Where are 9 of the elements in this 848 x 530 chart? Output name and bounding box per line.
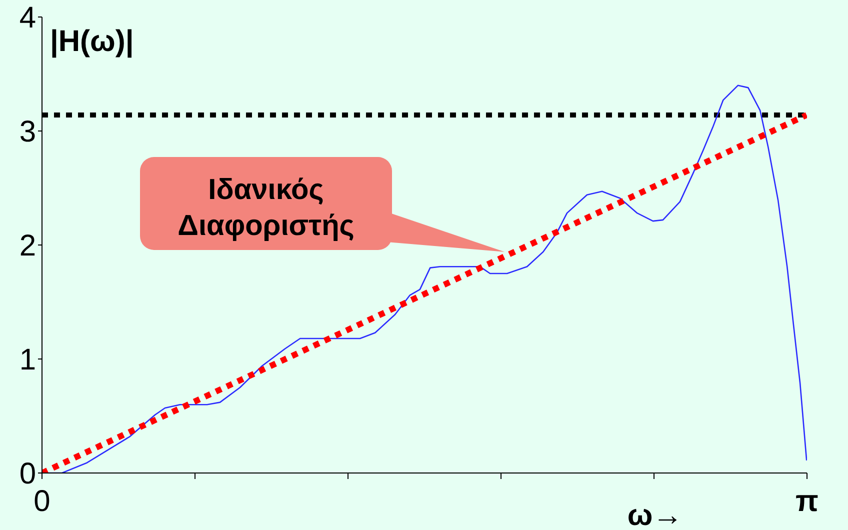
annotation: Ιδανικός Διαφοριστής bbox=[178, 174, 354, 242]
x-tick-label: π bbox=[796, 485, 819, 518]
y-tick-label: 2 bbox=[19, 230, 36, 263]
y-tick-label: 0 bbox=[19, 458, 36, 491]
y-axis-title: |H(ω)| bbox=[50, 25, 134, 58]
y-tick-label: 1 bbox=[19, 344, 36, 377]
y-tick-label: 3 bbox=[19, 116, 36, 149]
x-axis-title: ω→ bbox=[627, 499, 683, 530]
y-tick-label: 4 bbox=[19, 2, 36, 35]
